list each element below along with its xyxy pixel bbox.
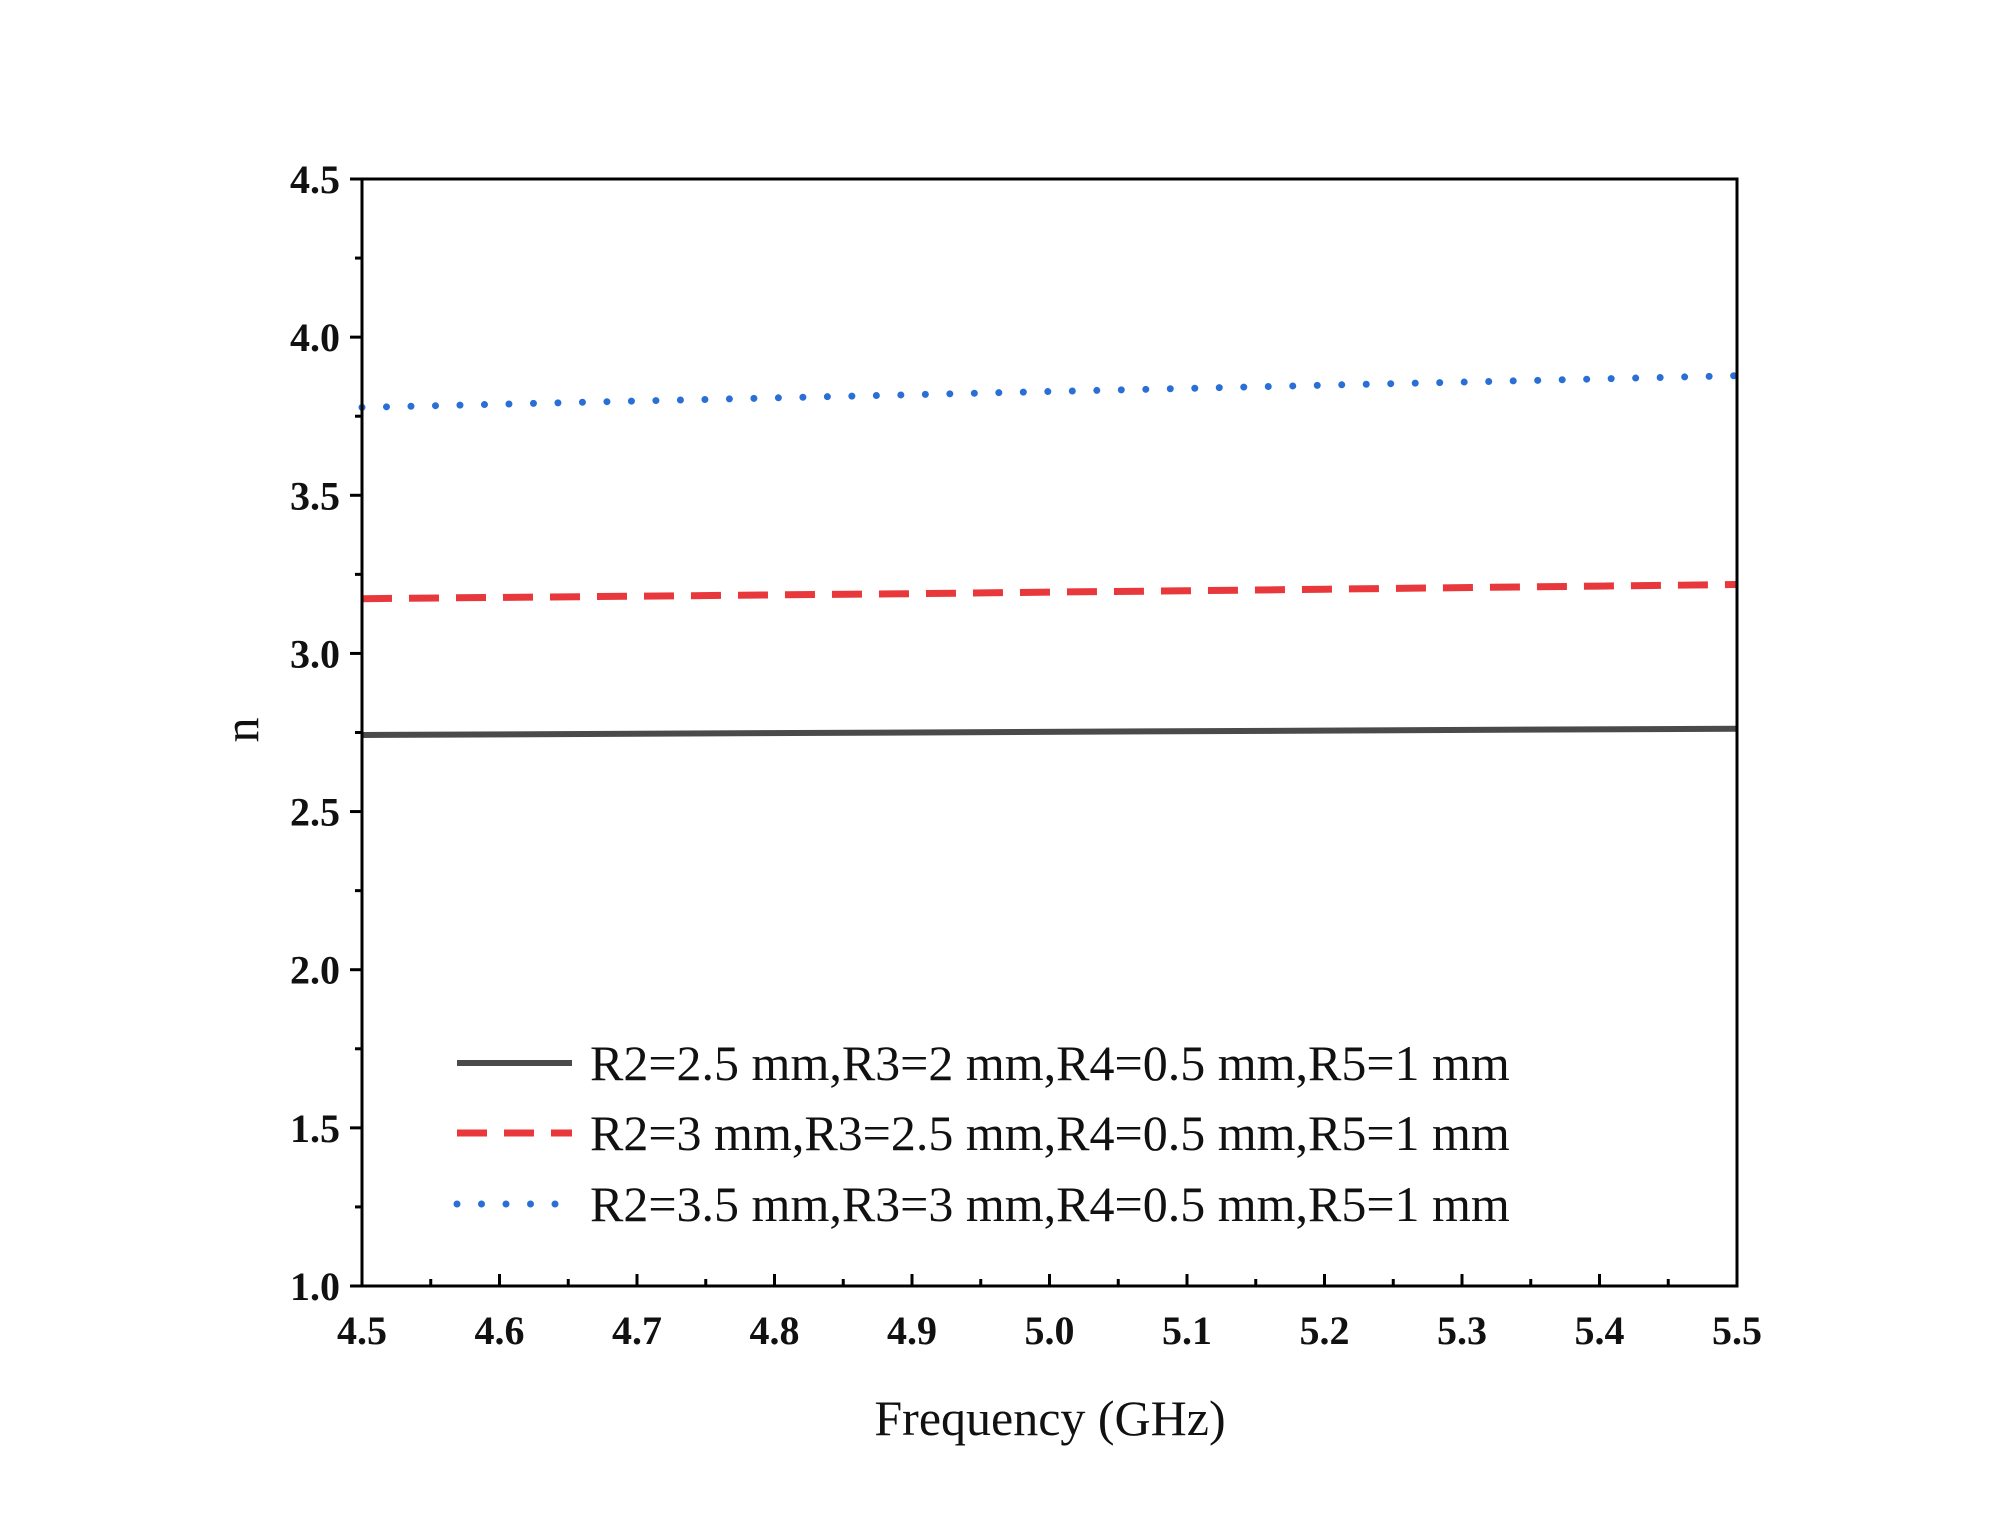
y-tick-label: 2.0 xyxy=(290,948,340,993)
series-line-2 xyxy=(361,581,1738,603)
x-tick-label: 5.2 xyxy=(1300,1308,1350,1353)
series-line-3 xyxy=(358,372,1741,411)
y-tick-label: 3.0 xyxy=(290,631,340,676)
x-tick-label: 4.5 xyxy=(337,1308,387,1353)
legend: R2=2.5 mm,R3=2 mm,R4=0.5 mm,R5=1 mm R2=3 … xyxy=(453,1035,1510,1232)
x-tick-label: 4.8 xyxy=(750,1308,800,1353)
legend-label-1: R2=2.5 mm,R3=2 mm,R4=0.5 mm,R5=1 mm xyxy=(590,1035,1510,1091)
series-line-1 xyxy=(361,725,1738,738)
x-tick-label: 5.3 xyxy=(1437,1308,1487,1353)
y-axis-title: n xyxy=(213,718,269,743)
x-axis-ticks: 4.5 4.6 4.7 4.8 4.9 5.0 5.1 5.2 5.3 5.4 5.5 xyxy=(337,1274,1762,1353)
y-tick-label: 1.0 xyxy=(290,1264,340,1309)
x-tick-label: 5.5 xyxy=(1712,1308,1762,1353)
x-tick-label: 4.9 xyxy=(887,1308,937,1353)
x-axis-title: Frequency (GHz) xyxy=(874,1390,1225,1446)
y-tick-label: 2.5 xyxy=(290,790,340,835)
x-tick-label: 5.4 xyxy=(1575,1308,1625,1353)
y-tick-label: 4.0 xyxy=(290,315,340,360)
legend-label-2: R2=3 mm,R3=2.5 mm,R4=0.5 mm,R5=1 mm xyxy=(590,1105,1510,1161)
y-tick-label: 3.5 xyxy=(290,473,340,518)
y-tick-label: 4.5 xyxy=(290,157,340,202)
x-tick-label: 4.7 xyxy=(612,1308,662,1353)
x-tick-label: 5.0 xyxy=(1025,1308,1075,1353)
series-layer xyxy=(358,372,1741,738)
legend-label-3: R2=3.5 mm,R3=3 mm,R4=0.5 mm,R5=1 mm xyxy=(590,1176,1510,1232)
y-axis-ticks: 1.0 1.5 2.0 2.5 3.0 3.5 4.0 4.5 xyxy=(290,157,362,1309)
y-tick-label: 1.5 xyxy=(290,1106,340,1151)
x-tick-label: 5.1 xyxy=(1162,1308,1212,1353)
x-tick-label: 4.6 xyxy=(475,1308,525,1353)
